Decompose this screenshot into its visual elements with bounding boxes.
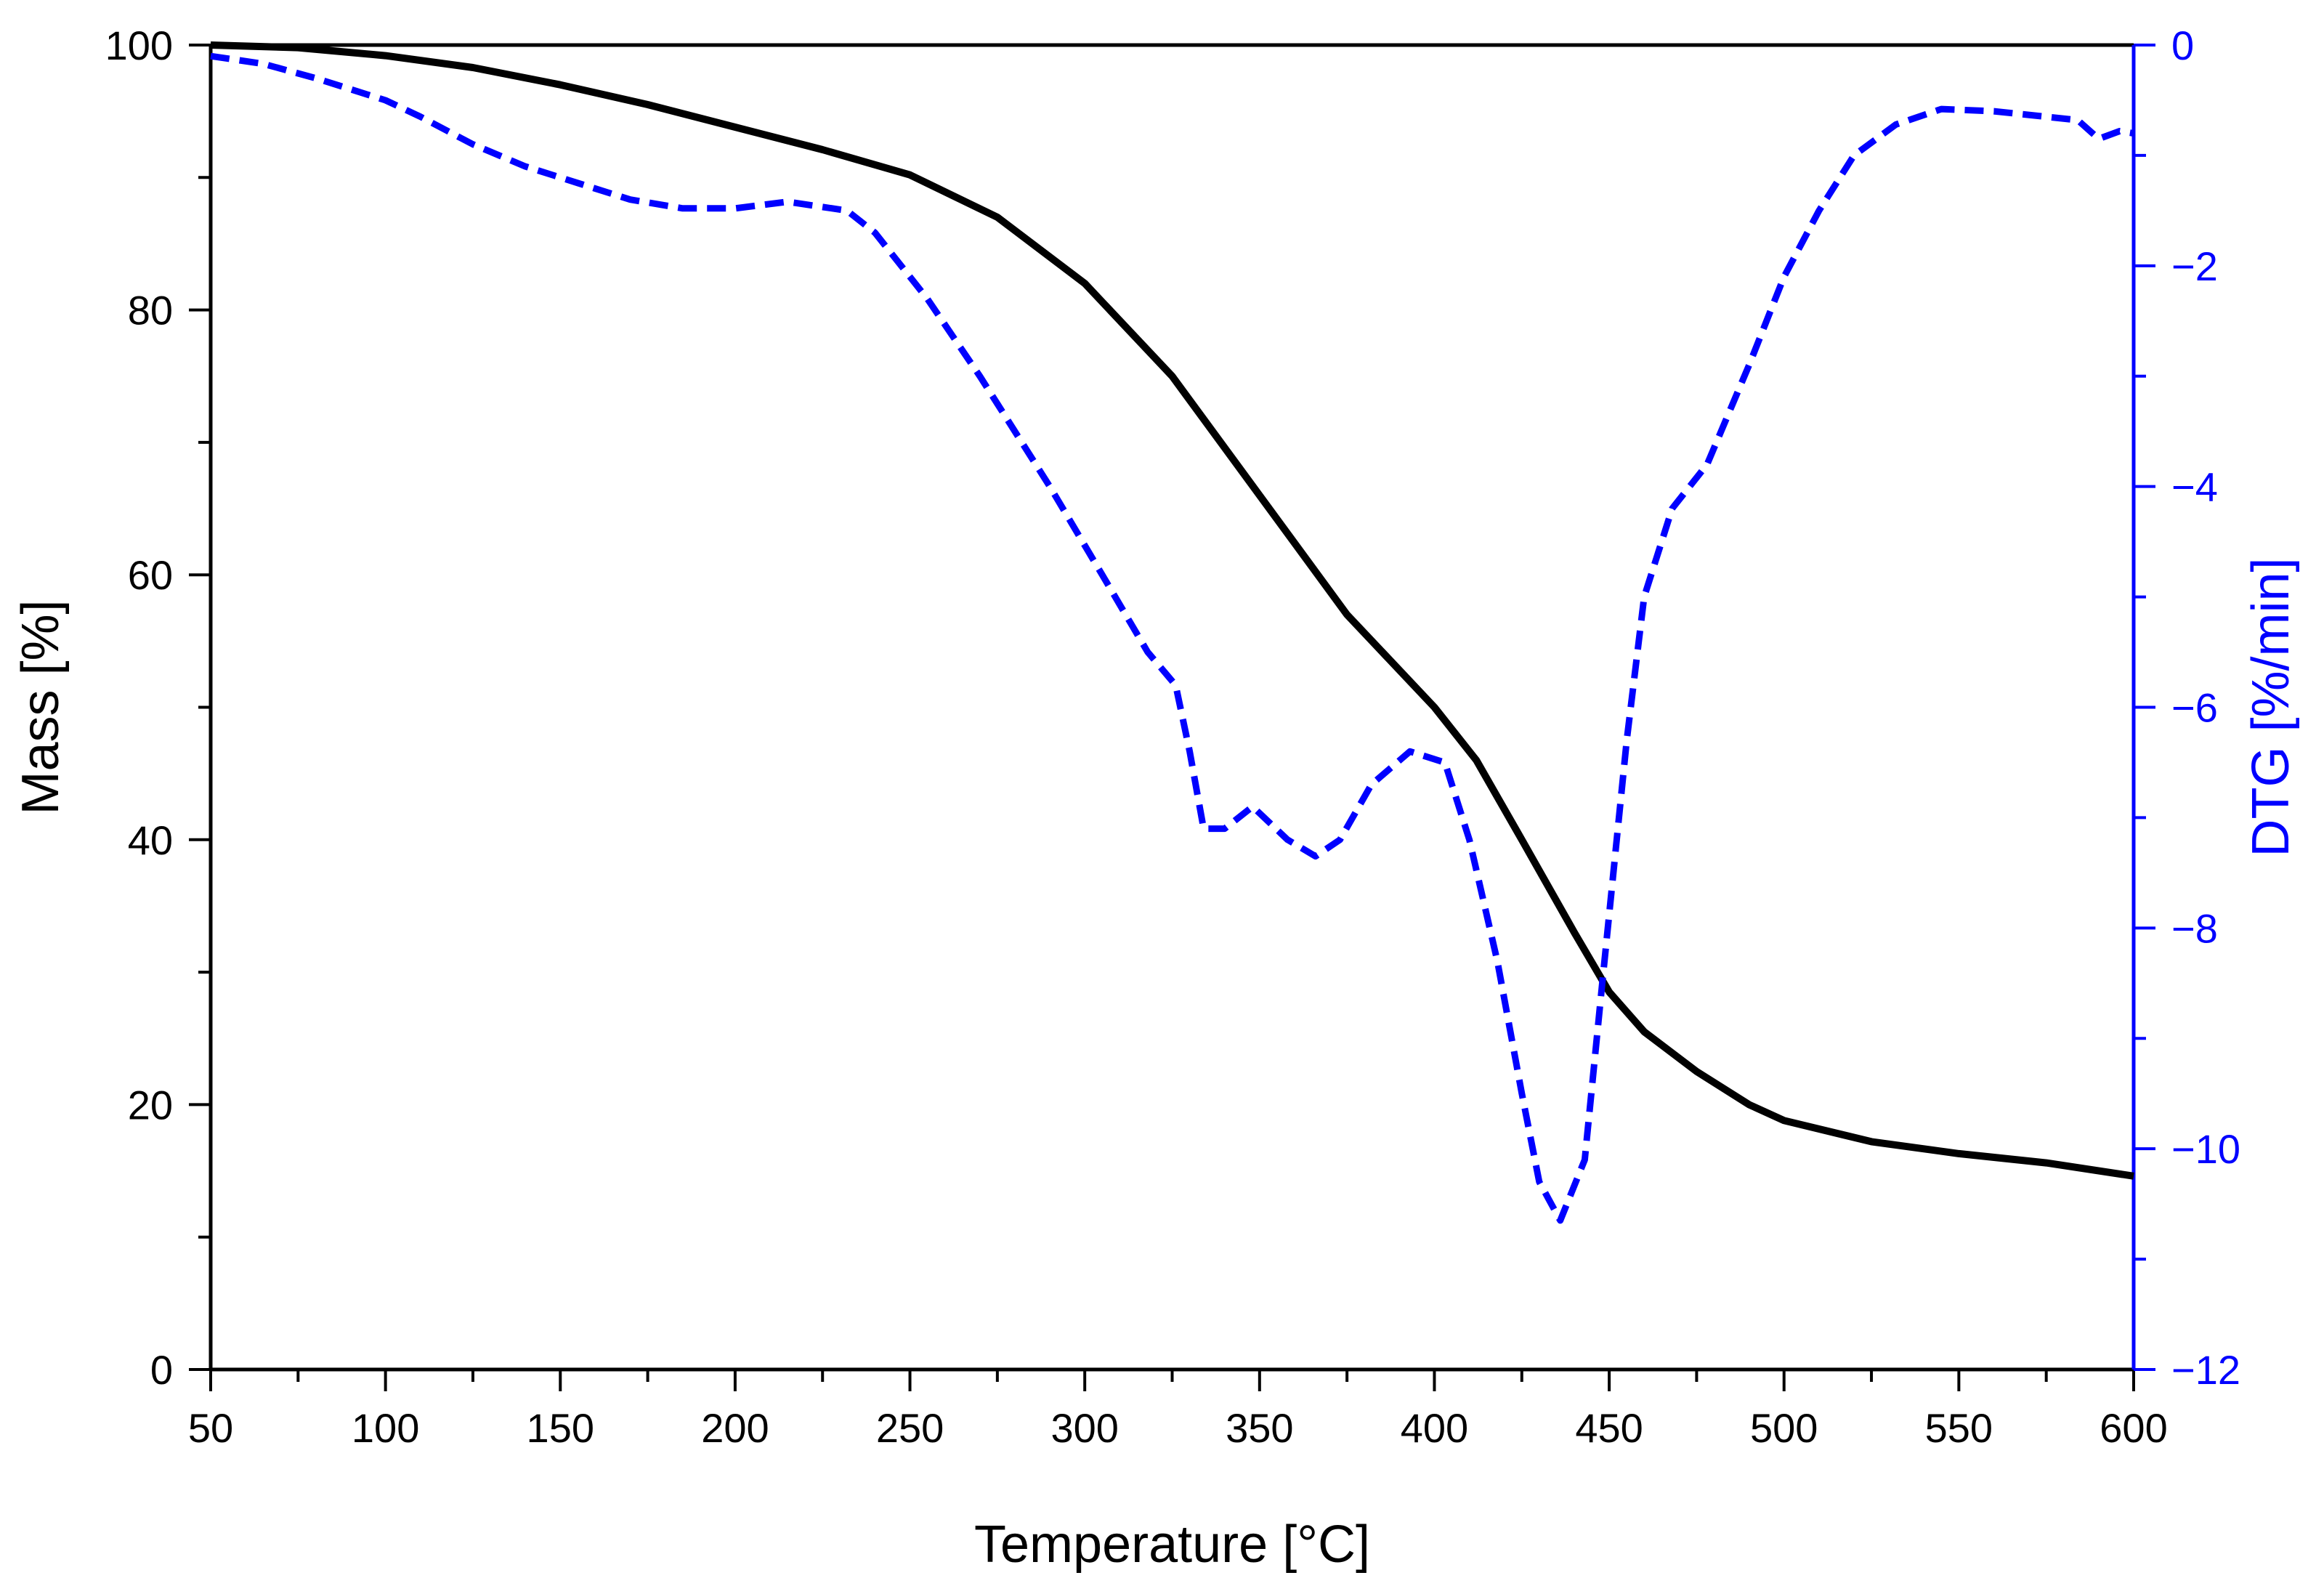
x-tick-label: 400 xyxy=(1401,1405,1468,1451)
x-tick-label: 300 xyxy=(1050,1405,1118,1451)
y-axis-right-dtg: −12 −10 −8 −6 −4 −2 0 xyxy=(2134,23,2240,1393)
y-left-tick-label: 40 xyxy=(128,817,173,863)
y-left-tick-label: 60 xyxy=(128,552,173,598)
series-layer xyxy=(210,41,2134,1224)
y-right-tick-label: −6 xyxy=(2171,685,2218,731)
plot-frame xyxy=(208,43,2136,1372)
y-right-tick-label: −4 xyxy=(2171,464,2218,510)
y-right-tick-label: 0 xyxy=(2171,23,2194,68)
y-left-tick-label: 100 xyxy=(105,23,173,68)
x-tick-label: 250 xyxy=(876,1405,944,1451)
series-line-mass xyxy=(210,41,2134,1180)
y-left-tick-label: 0 xyxy=(150,1347,173,1393)
y-axis-right-title: DTG [%/min] xyxy=(2242,557,2300,857)
y-right-tick-label: −12 xyxy=(2171,1347,2240,1393)
x-tick-label: 600 xyxy=(2100,1405,2167,1451)
x-tick-label: 350 xyxy=(1226,1405,1293,1451)
y-left-tick-label: 80 xyxy=(128,288,173,333)
y-right-tick-label: −10 xyxy=(2171,1126,2240,1172)
x-tick-label: 200 xyxy=(701,1405,769,1451)
series-line-dtg xyxy=(210,52,2134,1224)
x-tick-label: 100 xyxy=(352,1405,419,1451)
y-right-tick-label: −2 xyxy=(2171,243,2218,289)
x-axis: 50 100 150 200 250 300 350 400 450 500 550 600 xyxy=(188,1369,2168,1451)
y-axis-left-title: Mass [%] xyxy=(12,599,70,814)
x-axis-title: Temperature [°C] xyxy=(974,1516,1370,1574)
x-tick-label: 50 xyxy=(188,1405,233,1451)
x-tick-label: 550 xyxy=(1925,1405,1993,1451)
x-tick-label: 150 xyxy=(527,1405,594,1451)
y-left-tick-label: 20 xyxy=(128,1082,173,1128)
y-axis-left-mass: 0 20 40 60 80 100 xyxy=(105,23,211,1393)
y-right-tick-label: −8 xyxy=(2171,905,2218,951)
x-tick-label: 500 xyxy=(1750,1405,1818,1451)
x-tick-label: 450 xyxy=(1575,1405,1643,1451)
